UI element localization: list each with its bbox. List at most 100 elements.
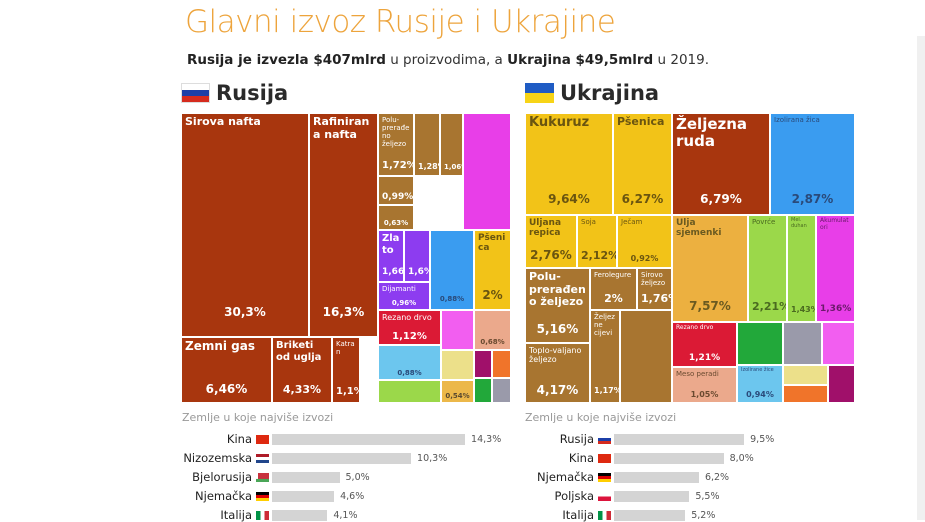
tile-value: 6,27% — [621, 192, 664, 207]
bar — [272, 509, 328, 521]
tile-value: 2,76% — [530, 248, 572, 263]
page-title: Glavni izvoz Rusije i Ukrajine — [185, 4, 616, 40]
tile-label: Ferolegure — [594, 271, 632, 279]
tile-value: 1,28% — [418, 161, 439, 171]
tile-value: 1,76% — [641, 292, 671, 306]
tile-value: 1,36% — [820, 303, 852, 314]
tile-label: Soja — [581, 218, 596, 226]
tile-label: Polu-prerađeno željezo — [382, 116, 410, 149]
tile-value: 6,79% — [700, 192, 742, 207]
scrollbar[interactable] — [917, 36, 925, 520]
bar-value: 4,6% — [340, 490, 365, 502]
treemap-tile: 1,06% — [440, 113, 463, 176]
tile-label: Željezna ruda — [676, 115, 748, 151]
tile-value: 0,92% — [630, 253, 659, 263]
treemap-tile — [441, 350, 474, 380]
bar — [272, 471, 340, 483]
tile-label: Pšenica — [478, 233, 506, 254]
bar-value: 4,1% — [333, 509, 358, 521]
tile-value: 2% — [604, 292, 623, 306]
bar-country: Kina — [226, 432, 252, 446]
ukraine-bars-title: Zemlje u koje najviše izvozi — [525, 411, 677, 424]
treemap-tile — [441, 310, 474, 350]
russia-bars-title: Zemlje u koje najviše izvozi — [182, 411, 334, 424]
tile-value: 1,12% — [392, 330, 427, 342]
ukraine-title: Ukrajina — [560, 81, 660, 105]
tile-value: 16,3% — [322, 305, 365, 320]
treemap-tile: Kukuruz 9,64% — [525, 113, 613, 215]
bar-country: Bjelorusija — [192, 470, 252, 484]
tile-label: Pšenica — [617, 115, 665, 128]
treemap-tile — [783, 385, 828, 403]
tile-label: Briketi od ugljа — [276, 340, 322, 363]
tile-label: Željezne cijevi — [594, 313, 615, 338]
treemap-tile: Željezne cijevi 1,17% — [590, 310, 620, 403]
treemap-tile: Toplo-valjano željezo 4,17% — [525, 343, 590, 403]
tile-value: 6,46% — [205, 382, 248, 397]
tile-value: 0,94% — [746, 389, 774, 399]
bar-value: 5,0% — [345, 471, 370, 483]
treemap-tile: Sirova nafta 30,3% — [181, 113, 309, 337]
subtitle-russia: Rusija je izvezla $407mlrd — [187, 52, 386, 68]
tile-label: Dijamanti — [382, 285, 416, 293]
tile-label: Meso peradi — [676, 370, 719, 378]
bar-country: Nizozemska — [183, 451, 252, 465]
tile-label: Izolirana žica — [774, 116, 820, 124]
bar-row: Njemačka 6,2% — [537, 470, 729, 484]
tile-label: Zlato — [382, 233, 400, 256]
bar-country: Italija — [220, 508, 252, 522]
treemap-tile: Polu-prerađeno željezo 5,16% — [525, 268, 590, 343]
subtitle-year: u 2019. — [653, 52, 710, 68]
tile-value: 2,12% — [581, 249, 617, 263]
tile-label: Katran — [336, 340, 355, 357]
ukraine-flag-icon — [525, 83, 554, 103]
bar-country: Njemačka — [195, 489, 252, 503]
bar — [614, 452, 724, 464]
tile-value: 1,17% — [594, 385, 620, 395]
tile-value: 1,05% — [690, 389, 719, 399]
tile-value: 2,21% — [752, 300, 787, 314]
tile-label: Polu-prerađeno željezo — [529, 270, 586, 309]
bar — [614, 509, 686, 521]
germany-flag-icon — [598, 472, 611, 482]
tile-value: 1,72% — [382, 159, 414, 171]
treemap-tile: Rafinirana nafta 16,3% — [309, 113, 378, 337]
bar — [614, 471, 699, 483]
treemap-tile: Izolirane žice 0,94% — [737, 365, 783, 403]
russia-header: Rusija — [181, 81, 288, 105]
tile-value: 0,54% — [445, 391, 470, 400]
treemap-tile — [492, 378, 511, 403]
treemap-tile: 0,88% — [430, 230, 474, 310]
bar-value: 5,5% — [695, 490, 720, 502]
tile-label: Sirova nafta — [185, 115, 261, 128]
bar — [614, 433, 745, 445]
bar-value: 9,5% — [750, 433, 775, 445]
china-flag-icon — [598, 453, 611, 463]
treemap-tile: Željezna ruda 6,79% — [672, 113, 770, 215]
poland-flag-icon — [598, 491, 611, 501]
tile-value: 0,68% — [480, 337, 505, 346]
treemap-tile: Ulja sjemenki 7,57% — [672, 215, 748, 322]
tile-value: 4,17% — [536, 383, 579, 398]
treemap-tile: Meso peradi 1,05% — [672, 367, 737, 403]
treemap-tile: Zlato 1,66% — [378, 230, 404, 282]
tile-label: Rezano drvo — [676, 324, 714, 331]
tile-label: Rafinirana nafta — [313, 115, 370, 141]
treemap-tile: 0,63% — [378, 205, 414, 230]
tile-value: 2% — [482, 288, 503, 303]
treemap-tile — [737, 322, 783, 365]
tile-label: Povrće — [752, 218, 776, 226]
bar — [614, 490, 690, 502]
germany-flag-icon — [256, 491, 269, 501]
treemap-tile: Polu-prerađeno željezo 1,72% — [378, 113, 414, 176]
russia-flag-icon — [181, 83, 210, 103]
belarus-flag-icon — [256, 472, 269, 482]
treemap-tile: Katran 1,1% — [332, 337, 360, 403]
treemap-tile: 0,68% — [474, 310, 511, 350]
bar-value: 5,2% — [691, 509, 716, 521]
treemap-tile — [828, 365, 855, 403]
tile-label: Sirovo željezo — [641, 271, 666, 288]
tile-value: 0,88% — [397, 368, 422, 377]
bar — [272, 452, 412, 464]
treemap-tile — [474, 378, 492, 403]
